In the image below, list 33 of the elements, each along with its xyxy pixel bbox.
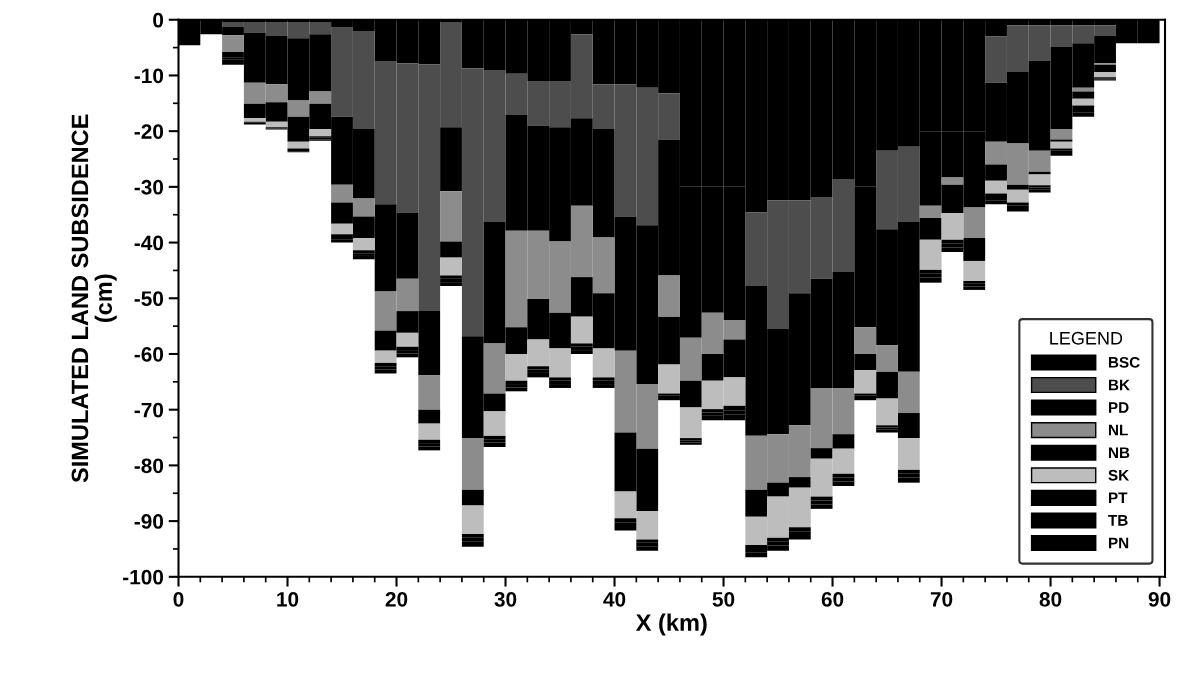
legend-label: BSC <box>1108 356 1140 368</box>
y-tick-label: -30 <box>134 179 164 195</box>
legend-label: BK <box>1108 379 1130 391</box>
y-tick-label: -40 <box>134 235 164 251</box>
y-tick-label: -70 <box>134 402 164 418</box>
y-tick-label: -10 <box>134 68 164 84</box>
legend-label: SK <box>1108 469 1130 481</box>
x-tick-label: 60 <box>821 591 844 607</box>
x-tick-label: 70 <box>930 591 953 607</box>
x-axis-title: X (km) <box>635 613 707 636</box>
x-tick-label: 30 <box>494 591 517 607</box>
y-tick-label: -80 <box>134 458 164 474</box>
y-tick-label: -60 <box>134 346 164 362</box>
y-axis-title: SIMULATED LAND SUBSIDENCE (cm) <box>71 114 117 483</box>
x-tick-label: 0 <box>173 591 184 607</box>
legend-label: TB <box>1108 515 1128 526</box>
legend-label: PN <box>1108 537 1129 549</box>
x-tick-label: 80 <box>1039 591 1062 607</box>
x-tick-label: 40 <box>603 591 626 607</box>
legend-label: PD <box>1108 402 1129 413</box>
y-tick-label: -50 <box>134 291 164 307</box>
y-tick-label: 0 <box>153 12 164 28</box>
x-tick-label: 50 <box>712 591 735 607</box>
legend-title: LEGEND <box>1050 331 1123 345</box>
x-tick-label: 10 <box>277 591 299 607</box>
y-tick-label: -100 <box>123 569 164 585</box>
x-tick-label: 20 <box>385 591 408 607</box>
legend-label: PT <box>1108 492 1128 504</box>
y-tick-label: -20 <box>134 124 164 139</box>
legend-label: NB <box>1108 447 1130 458</box>
x-tick-label: 90 <box>1148 591 1171 607</box>
y-tick-label: -90 <box>134 514 164 529</box>
legend-label: NL <box>1108 424 1128 436</box>
